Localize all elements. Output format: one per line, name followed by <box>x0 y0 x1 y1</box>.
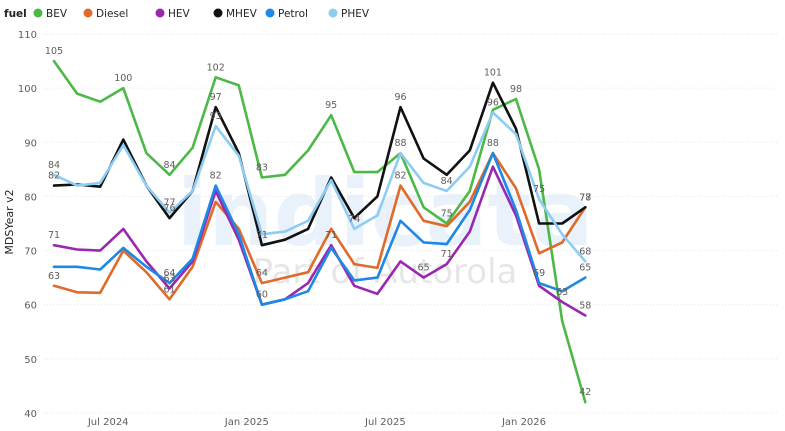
x-tick-label: Jan 2025 <box>224 417 269 428</box>
data-label: 71 <box>256 230 268 241</box>
data-label: 82 <box>394 171 406 182</box>
data-label: 88 <box>394 138 406 149</box>
y-axis-title: MDSYear v2 <box>3 189 16 254</box>
data-label: 71 <box>325 230 337 241</box>
data-label: 102 <box>207 62 225 73</box>
legend-marker-hev <box>155 8 165 18</box>
data-label: 75 <box>441 209 453 220</box>
legend: fuel BEV Diesel HEV MHEV Petrol PHEV <box>4 8 370 20</box>
y-tick-label: 110 <box>18 30 37 41</box>
data-label: 71 <box>441 249 453 260</box>
y-tick-label: 40 <box>24 409 37 420</box>
legend-marker-mhev <box>213 8 223 18</box>
data-label: 69 <box>533 268 545 279</box>
data-label: 105 <box>45 46 63 57</box>
series-line-petrol <box>52 151 587 306</box>
data-label: 64 <box>256 268 268 279</box>
data-label: 95 <box>325 100 337 111</box>
data-label: 60 <box>256 290 268 301</box>
data-label: 98 <box>510 84 522 95</box>
data-label: 84 <box>48 160 60 171</box>
data-label: 63 <box>163 273 175 284</box>
data-label: 64 <box>163 268 175 279</box>
series-line-phev <box>52 111 587 263</box>
data-label: 68 <box>579 246 591 257</box>
data-label: 65 <box>579 263 591 274</box>
legend-label-mhev: MHEV <box>226 8 258 20</box>
data-label: 96 <box>394 92 406 103</box>
legend-label-petrol: Petrol <box>278 8 308 20</box>
data-label: 96 <box>487 98 499 109</box>
data-label: 84 <box>163 160 175 171</box>
legend-marker-petrol <box>265 8 275 18</box>
y-tick-label: 70 <box>24 247 37 258</box>
y-tick-label: 100 <box>18 84 37 95</box>
data-label: 63 <box>556 287 568 298</box>
gridlines <box>44 33 778 414</box>
data-label: 93 <box>210 111 222 122</box>
data-label: 58 <box>579 301 591 312</box>
series-line-diesel <box>52 151 587 301</box>
legend-title: fuel <box>4 8 27 20</box>
data-label: 88 <box>487 138 499 149</box>
data-label: 76 <box>163 203 175 214</box>
data-label: 42 <box>579 387 591 398</box>
legend-label-diesel: Diesel <box>96 8 128 20</box>
data-label: 65 <box>418 263 430 274</box>
data-label: 75 <box>533 184 545 195</box>
data-label: 84 <box>441 176 453 187</box>
x-axis: Jul 2024 Jan 2025 Jul 2025 Jan 2026 <box>87 417 546 428</box>
data-label: 78 <box>579 192 591 203</box>
data-label: 61 <box>163 284 175 295</box>
series-line-bev <box>52 59 587 404</box>
y-tick-label: 80 <box>24 192 37 203</box>
data-label: 83 <box>256 162 268 173</box>
data-labels: 1051008410283957598426361648278716371657… <box>45 46 591 398</box>
data-label: 77 <box>579 192 591 203</box>
y-tick-label: 50 <box>24 355 37 366</box>
data-label: 97 <box>210 92 222 103</box>
data-label: 74 <box>348 214 360 225</box>
x-tick-label: Jan 2026 <box>501 417 546 428</box>
data-label: 63 <box>48 271 60 282</box>
y-tick-label: 90 <box>24 138 37 149</box>
legend-label-phev: PHEV <box>341 8 370 20</box>
y-axis: 40 50 60 70 80 90 100 110 <box>18 30 37 420</box>
legend-label-bev: BEV <box>46 8 68 20</box>
legend-marker-phev <box>328 8 338 18</box>
x-tick-label: Jul 2024 <box>87 417 129 428</box>
y-tick-label: 60 <box>24 301 37 312</box>
legend-marker-bev <box>33 8 43 18</box>
data-label: 101 <box>484 68 502 79</box>
data-label: 82 <box>48 171 60 182</box>
data-label: 100 <box>114 73 132 84</box>
data-label: 71 <box>48 230 60 241</box>
legend-marker-diesel <box>83 8 93 18</box>
data-label: 82 <box>210 171 222 182</box>
data-label: 77 <box>163 198 175 209</box>
series-line-hev <box>52 165 587 317</box>
series-lines <box>52 59 587 404</box>
x-tick-label: Jul 2025 <box>364 417 406 428</box>
legend-label-hev: HEV <box>168 8 191 20</box>
